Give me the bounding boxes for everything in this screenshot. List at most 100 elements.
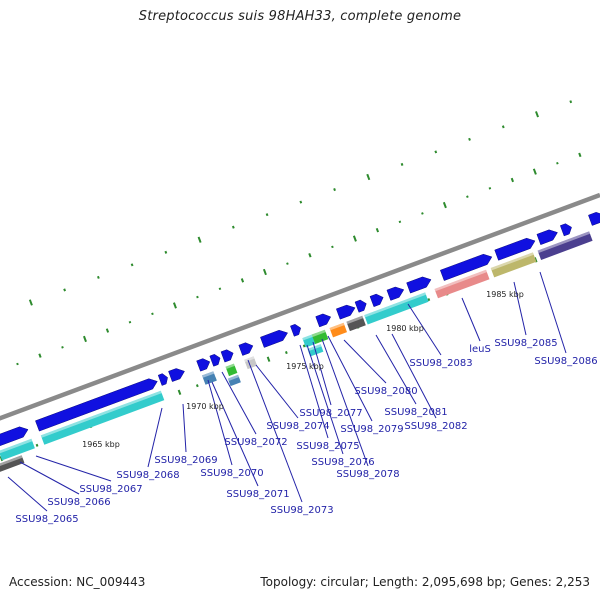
gene-label: SSU98_2082 [404,421,467,432]
gc-tick [299,200,303,204]
cds-arrow [209,354,221,367]
leader-line [19,461,80,495]
feature-layer [0,212,600,472]
leader-line [391,333,437,419]
gc-tick [240,278,245,283]
gc-tick [105,328,110,333]
gene-label: SSU98_2081 [384,407,447,418]
gc-tick [197,236,202,243]
gc-tick [535,111,539,118]
category-box [364,292,429,325]
leader-line [247,359,303,503]
gc-tick [128,320,132,324]
gc-tick [218,287,222,291]
gene-label-layer: SSU98_2065 SSU98_2066 SSU98_2067 SSU98_2068… [15,338,597,525]
gc-tick [177,389,182,396]
kbp-label: 1985 kbp [486,290,524,299]
category-box [346,315,366,332]
gc-tick [196,295,199,299]
gc-tick [352,235,357,242]
gc-tick [172,302,177,309]
gc-tick [130,263,134,267]
gc-tick [434,150,438,154]
leader-line [299,344,329,439]
leader-line [207,379,233,466]
cds-arrow [536,229,558,246]
leader-line [221,371,257,435]
cds-arrow [588,212,600,226]
gc-tick [38,353,42,358]
gc-tick [286,262,289,265]
cds-arrow [386,286,405,301]
leader-line [513,281,527,336]
leader-line [327,335,373,422]
category-box [434,269,490,299]
category-box [329,322,347,338]
leader-line [312,341,332,406]
leader-line [539,271,567,354]
kbp-label: 1965 kbp [82,440,120,449]
cds-arrow [35,378,158,432]
leader-line [35,455,112,482]
gene-label: SSU98_2068 [116,470,179,481]
leader-line-layer [7,271,567,512]
category-box [490,252,537,278]
cds-arrow [494,237,536,261]
category-box [202,371,217,385]
leader-line [461,297,481,342]
cds-arrow [220,349,234,363]
gc-tick [398,220,402,224]
gene-label: SSU98_2078 [336,469,399,480]
gc-tick [578,152,582,158]
gc-tick [488,187,492,190]
gc-tick [532,168,537,175]
gc-tick [35,443,39,447]
gene-label: SSU98_2079 [340,424,403,435]
gc-tick [231,225,235,229]
leader-line [7,476,48,512]
leader-line [147,407,163,468]
gc-tick [556,161,559,165]
gene-label: SSU98_2072 [224,437,287,448]
cds-arrow [406,276,432,294]
kbp-label-layer: 1965 kbp 1970 kbp 1975 kbp 1980 kbp 1985 kbp [82,290,524,449]
gc-tick [333,188,336,192]
gene-label: SSU98_2073 [270,505,333,516]
gc-tick [63,288,66,292]
cds-arrow [354,299,367,313]
gc-tick [466,195,469,198]
gene-label: SSU98_2074 [266,421,329,432]
category-box [227,374,241,387]
cds-arrow [335,304,356,320]
leader-line [211,381,259,487]
gc-tick [501,125,505,129]
cds-arrow [157,373,168,386]
gc-tick [366,173,371,181]
cds-arrow [168,368,185,382]
genome-backbone [0,192,600,421]
gc-tick [28,299,33,306]
gc-tick [82,335,87,343]
gene-label: SSU98_2070 [200,468,263,479]
gene-label: SSU98_2065 [15,514,78,525]
gc-tick [400,162,404,166]
kbp-label: 1970 kbp [186,402,224,411]
gene-label: SSU98_2075 [296,441,359,452]
cds-arrow [290,324,301,337]
map-title: Streptococcus suis 98HAH33, complete gen… [138,9,462,24]
accession-text: Accession: NC_009443 [9,575,146,589]
gc-tick [284,351,288,355]
gene-label: SSU98_2069 [154,455,217,466]
cds-arrow [196,358,211,372]
category-box [40,390,165,445]
gc-tick [427,298,431,302]
leader-line [306,344,344,455]
gene-label: SSU98_2077 [299,408,362,419]
gc-tick [421,212,424,215]
cds-arrow [559,223,572,237]
gene-label: SSU98_2086 [534,356,597,367]
gc-tick [468,137,471,141]
gene-label: SSU98_2080 [354,386,417,397]
leader-line [407,303,442,356]
